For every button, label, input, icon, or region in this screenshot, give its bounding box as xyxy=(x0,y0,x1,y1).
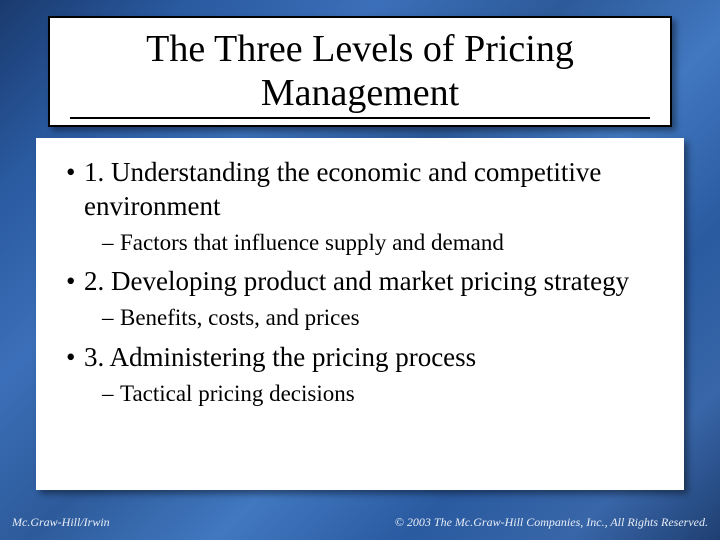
slide: The Three Levels of Pricing Management 1… xyxy=(0,0,720,540)
slide-title: The Three Levels of Pricing Management xyxy=(70,28,650,119)
bullet-text: 3. Administering the pricing process xyxy=(84,342,476,372)
bullet-text: Tactical pricing decisions xyxy=(120,381,355,406)
bullet-text: 1. Understanding the economic and compet… xyxy=(84,157,601,221)
footer-left: Mc.Graw-Hill/Irwin xyxy=(12,515,110,530)
bullet-text: Benefits, costs, and prices xyxy=(120,305,360,330)
bullet-level1: 2. Developing product and market pricing… xyxy=(58,265,662,299)
bullet-text: 2. Developing product and market pricing… xyxy=(84,266,629,296)
body-box: 1. Understanding the economic and compet… xyxy=(36,138,684,490)
bullet-text: Factors that influence supply and demand xyxy=(120,230,504,255)
bullet-level2: Tactical pricing decisions xyxy=(58,379,662,409)
footer-right: © 2003 The Mc.Graw-Hill Companies, Inc.,… xyxy=(395,515,708,530)
bullet-level1: 1. Understanding the economic and compet… xyxy=(58,156,662,224)
bullet-level2: Factors that influence supply and demand xyxy=(58,228,662,258)
title-box: The Three Levels of Pricing Management xyxy=(48,16,672,127)
bullet-level1: 3. Administering the pricing process xyxy=(58,341,662,375)
bullet-level2: Benefits, costs, and prices xyxy=(58,303,662,333)
